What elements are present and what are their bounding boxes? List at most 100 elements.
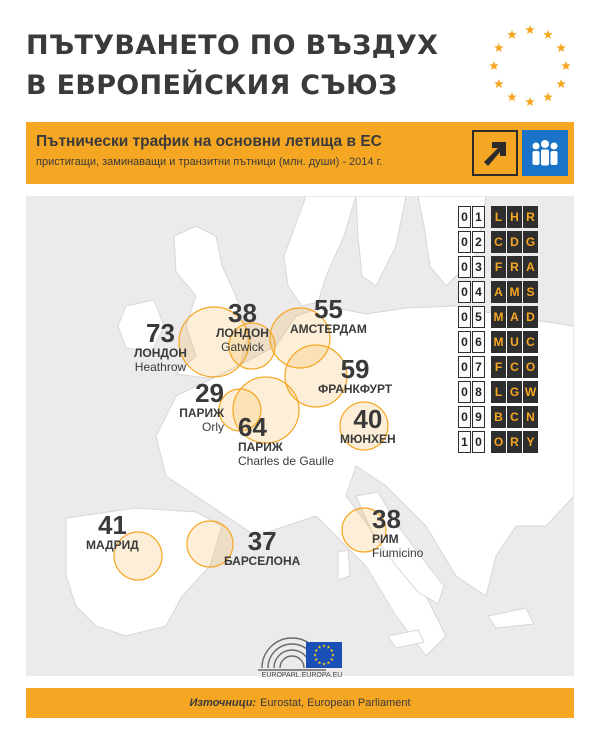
code-letter: A xyxy=(491,281,506,303)
airport-city: ПАРИЖ xyxy=(179,406,224,420)
airport-value: 41 xyxy=(97,510,127,540)
subtitle-small: пристигащи, заминаващи и транзитни пътни… xyxy=(36,156,383,168)
airport-value: 55 xyxy=(313,294,343,324)
airport-city: ЛОНДОН xyxy=(216,326,269,340)
airport-label-rome: 38 РИМ Fiumicino xyxy=(372,506,423,560)
subtitle-main: Пътнически трафик на основни летища в ЕС xyxy=(36,133,382,150)
airport-label-barcelona: 37 БАРСЕЛОНА xyxy=(224,528,300,568)
board-row: 0 1 L H R xyxy=(458,206,566,230)
bubble-madrid xyxy=(113,531,163,581)
code-letter: D xyxy=(523,306,538,328)
board-row: 1 0 O R Y xyxy=(458,431,566,455)
airport-name: Charles de Gaulle xyxy=(238,454,335,468)
bubble-cdg xyxy=(232,376,300,444)
airport-label-cdg: 64 ПАРИЖ Charles de Gaulle xyxy=(238,414,334,468)
star-icon xyxy=(556,79,566,89)
code-letter: B xyxy=(491,406,506,428)
airport-label-gatwick: 38 ЛОНДОН Gatwick xyxy=(216,300,269,354)
arrow-up-right-icon xyxy=(472,130,518,176)
airport-value: 29 xyxy=(195,378,224,408)
star-icon xyxy=(330,648,334,652)
code-letter: F xyxy=(491,256,506,278)
star-icon xyxy=(556,43,566,53)
star-icon xyxy=(543,92,553,102)
star-icon xyxy=(525,97,535,107)
star-icon xyxy=(507,29,517,39)
star-icon xyxy=(525,25,535,35)
airport-city: МЮНХЕН xyxy=(340,432,396,446)
code-letter: C xyxy=(491,231,506,253)
rank-digit: 0 xyxy=(458,406,471,428)
code-letter: Y xyxy=(523,431,538,453)
star-icon xyxy=(489,61,499,71)
airport-value: 38 xyxy=(228,298,257,328)
rank-digit: 0 xyxy=(458,256,471,278)
rank-digit: 0 xyxy=(458,231,471,253)
board-row: 0 6 M U C xyxy=(458,331,566,355)
code-letter: R xyxy=(523,206,538,228)
airport-city: ЛОНДОН xyxy=(134,346,187,360)
code-letter: A xyxy=(523,256,538,278)
star-icon xyxy=(326,645,331,649)
source-label: Източници: xyxy=(189,697,257,709)
bubble-frankfurt xyxy=(284,344,348,408)
star-icon xyxy=(322,662,326,666)
board-row: 0 5 M A D xyxy=(458,306,566,330)
airport-bubbles xyxy=(113,306,389,581)
star-icon xyxy=(494,79,504,89)
airport-label-heathrow: 73 ЛОНДОН Heathrow xyxy=(134,320,187,374)
star-icon xyxy=(543,29,553,39)
airport-label-orly: 29 ПАРИЖ Orly xyxy=(172,380,224,434)
airport-value: 64 xyxy=(238,412,267,442)
rank-digit: 0 xyxy=(458,356,471,378)
star-icon xyxy=(494,43,504,53)
code-letter: R xyxy=(507,431,522,453)
rank-digit: 0 xyxy=(458,281,471,303)
bubble-gatwick xyxy=(228,322,276,370)
star-icon xyxy=(314,648,318,652)
eu-stars-icon xyxy=(489,25,571,107)
bubble-barcelona xyxy=(186,520,234,568)
website-url: EUROPARL.EUROPA.EU xyxy=(261,672,343,679)
airport-label-madrid: 41 МАДРИД xyxy=(86,512,139,552)
source-text: Eurostat, European Parliament xyxy=(260,697,411,709)
code-letter: O xyxy=(523,356,538,378)
code-letter: M xyxy=(507,281,522,303)
airport-value: 38 xyxy=(372,504,401,534)
bubble-munich xyxy=(339,401,389,451)
code-letter: L xyxy=(491,206,506,228)
code-letter: D xyxy=(507,231,522,253)
rank-digit: 0 xyxy=(458,331,471,353)
code-letter: O xyxy=(491,431,506,453)
code-letter: F xyxy=(491,356,506,378)
board-row: 0 8 L G W xyxy=(458,381,566,405)
subtitle-bar: Пътнически трафик на основни летища в ЕС… xyxy=(26,122,574,184)
source-bar: Източници: Eurostat, European Parliament xyxy=(26,688,574,718)
star-icon xyxy=(317,660,322,665)
rank-digit: 2 xyxy=(472,231,485,253)
airport-city: МАДРИД xyxy=(86,538,139,552)
rank-digit: 7 xyxy=(472,356,485,378)
airport-city: ФРАНКФУРТ xyxy=(318,382,393,396)
code-letter: C xyxy=(523,331,538,353)
airport-city: БАРСЕЛОНА xyxy=(224,554,301,568)
code-letter: C xyxy=(507,406,522,428)
code-letter: W xyxy=(523,381,538,403)
rank-digit: 0 xyxy=(458,206,471,228)
code-letter: R xyxy=(507,256,522,278)
european-parliament-logo xyxy=(258,637,342,671)
code-letter: S xyxy=(523,281,538,303)
star-icon xyxy=(331,653,335,657)
airport-label-amsterdam: 55 АМСТЕРДАМ xyxy=(290,296,367,336)
rank-digit: 3 xyxy=(472,256,485,278)
rank-digit: 9 xyxy=(472,406,485,428)
code-letter: U xyxy=(507,331,522,353)
code-letter: M xyxy=(491,306,506,328)
code-letter: C xyxy=(507,356,522,378)
code-letter: A xyxy=(507,306,522,328)
airport-value: 73 xyxy=(146,318,175,348)
airport-label-frankfurt: 59 ФРАНКФУРТ xyxy=(318,356,392,396)
rank-digit: 5 xyxy=(472,306,485,328)
code-letter: M xyxy=(491,331,506,353)
code-letter: L xyxy=(491,381,506,403)
